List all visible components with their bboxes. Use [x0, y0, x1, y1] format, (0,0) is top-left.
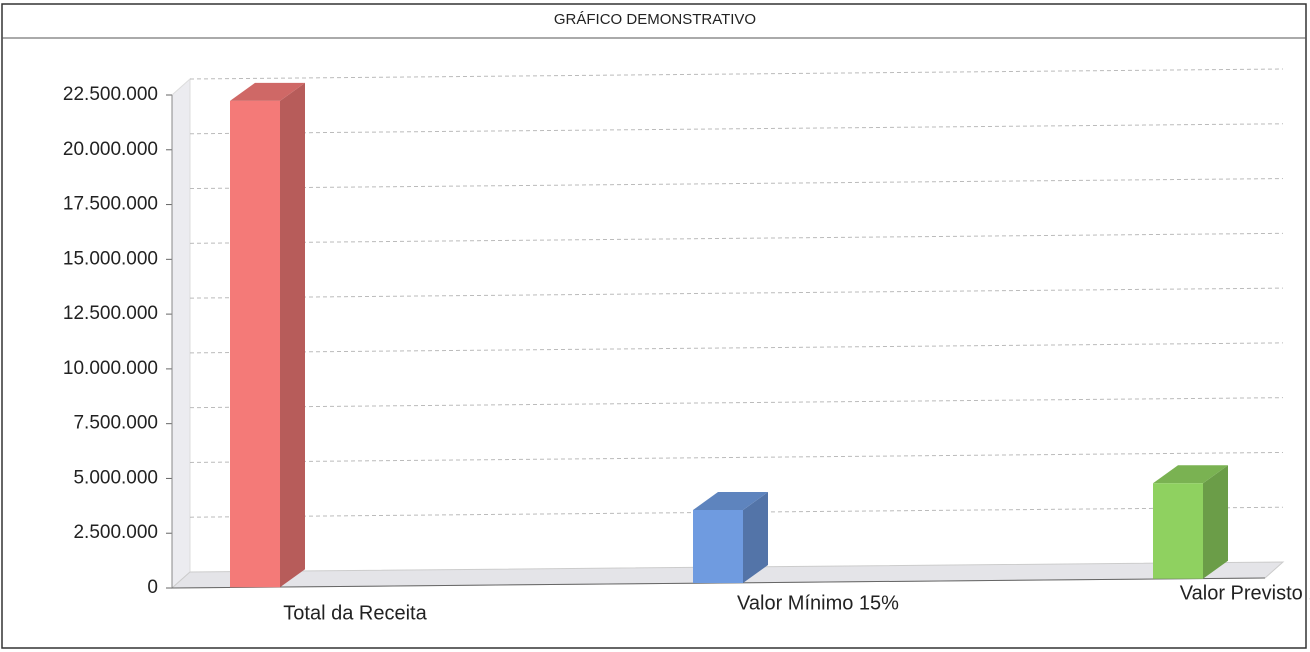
grid-line — [189, 451, 1284, 463]
grid-line — [189, 68, 1284, 80]
grid-line — [189, 397, 1284, 409]
chart-title: GRÁFICO DEMONSTRATIVO — [554, 11, 756, 28]
x-tick-label: Valor Previsto 19,63% — [1180, 582, 1310, 604]
bar-face — [1203, 465, 1228, 579]
y-tick-label: 12.500.000 — [63, 303, 158, 324]
x-tick-label: Valor Mínimo 15% — [737, 592, 899, 614]
grid-line — [189, 287, 1284, 299]
bar — [693, 492, 768, 584]
bar-face — [743, 492, 768, 584]
y-tick-label: 20.000.000 — [63, 139, 158, 160]
y-tick-label: 17.500.000 — [63, 194, 158, 215]
bar-face — [693, 492, 768, 511]
bar-face — [693, 510, 743, 584]
bar-face — [1153, 483, 1203, 579]
side-wall — [171, 77, 191, 590]
grid-line — [189, 342, 1284, 354]
bar-face — [280, 82, 305, 588]
y-tick-label: 0 — [147, 577, 158, 598]
y-tick-label: 10.000.000 — [63, 358, 158, 379]
bar — [1153, 465, 1228, 579]
y-tick-label: 5.000.000 — [73, 467, 158, 488]
y-tick-label: 22.500.000 — [63, 84, 158, 105]
grid-line — [189, 232, 1284, 244]
y-tick-label: 15.000.000 — [63, 248, 158, 269]
y-tick-label: 7.500.000 — [73, 413, 158, 434]
bar — [230, 82, 305, 588]
grid-line — [189, 178, 1284, 190]
y-tick-label: 2.500.000 — [73, 522, 158, 543]
grid-line — [189, 123, 1284, 135]
frame — [1, 3, 1307, 649]
bar-face — [1153, 465, 1228, 484]
x-tick-label: Total da Receita — [283, 602, 427, 624]
bar-face — [230, 82, 305, 101]
bar-face — [230, 100, 280, 588]
